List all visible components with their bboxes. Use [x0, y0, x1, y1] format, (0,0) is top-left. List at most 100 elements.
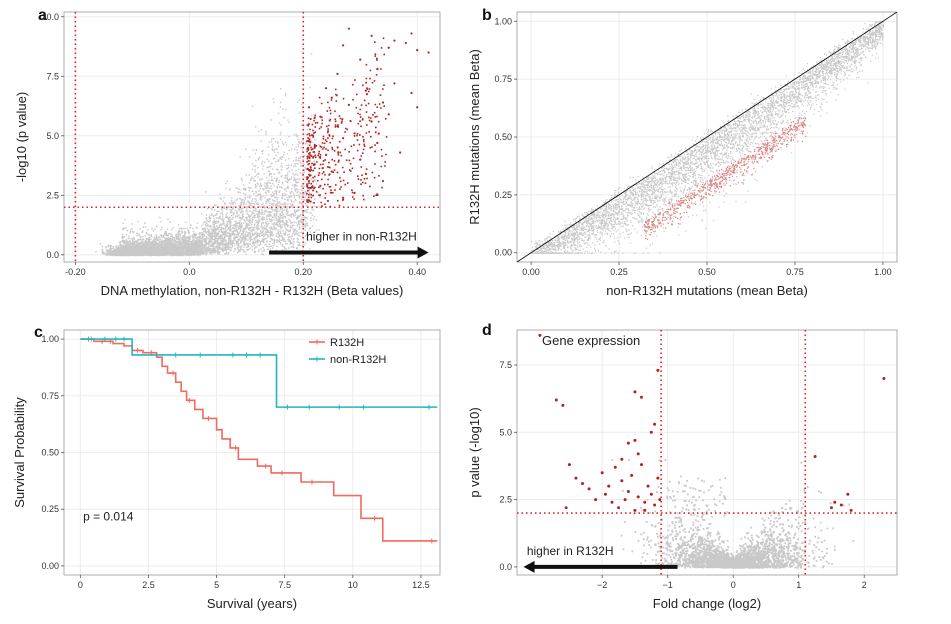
- panel-d-significant-point: [649, 430, 653, 434]
- panel-a-y-tick-label: 2.5: [46, 190, 59, 200]
- panel-c-censor-mark-non-r132h: [336, 404, 342, 410]
- panel-c-censor-mark-non-r132h: [244, 352, 250, 358]
- panel-a-significant-point: [319, 184, 322, 187]
- panel-d-annotation: higher in R132H: [527, 544, 614, 558]
- panel-b-identity-diagonal: [517, 12, 897, 262]
- panel-d-x-axis-title: Fold change (log2): [653, 596, 761, 611]
- panel-d-significant-point: [610, 500, 614, 504]
- panel-d-significant-point: [561, 403, 565, 407]
- panel-c-censor-mark-non-r132h: [197, 352, 203, 358]
- panel-d-significant-point: [653, 503, 657, 507]
- panel-b-y-tick-label: 0.25: [494, 190, 512, 200]
- panel-a-volcano-methylation: -0.20 0.0 0.20 0.40 0.0 2.5 5.0 7.5 10.0 DNA meth…: [14, 11, 441, 298]
- panel-c-legend-label-non-r132h: non-R132H: [330, 354, 386, 366]
- panel-letter-d: d: [482, 322, 492, 339]
- panel-d-significant-point: [623, 498, 627, 502]
- panel-d-significant-point: [633, 390, 637, 394]
- panel-d-significant-point: [607, 484, 611, 488]
- panel-d-title: Gene expression: [542, 333, 640, 348]
- panel-a-significant-point: [307, 179, 311, 183]
- panel-d-significant-point: [636, 452, 640, 456]
- panel-a-significant-point: [342, 137, 345, 140]
- panel-d-significant-point: [882, 376, 886, 380]
- panel-a-y-axis-title: -log10 (p value): [14, 92, 29, 182]
- panel-d-significant-point: [653, 422, 657, 426]
- panel-a-x-axis-title: DNA methylation, non-R132H - R132H (Beta…: [101, 283, 404, 298]
- panel-d-gene-expression-volcano: −2 −1 0 1 2 0.0 2.5 5.0 7.5 Fold change (log2) p v…: [467, 329, 898, 611]
- panel-d-significant-point: [656, 368, 660, 372]
- panel-a-significant-point: [336, 125, 339, 128]
- panel-d-significant-point: [587, 487, 591, 491]
- panel-d-significant-point: [538, 333, 542, 337]
- panel-c-censor-mark-r132h: [205, 415, 211, 421]
- panel-c-censor-mark-r132h: [263, 463, 269, 469]
- panel-d-significant-point: [846, 492, 850, 496]
- panel-d-significant-point: [649, 492, 653, 496]
- panel-letter-c: c: [34, 324, 43, 341]
- panel-c-x-tick-label: 2.5: [142, 580, 155, 590]
- panel-b-x-tick-label: 0.50: [698, 267, 716, 277]
- panel-d-significant-point: [626, 490, 630, 494]
- panel-c-censor-mark-non-r132h: [121, 336, 127, 342]
- clip-a-layer: [64, 12, 440, 262]
- panel-a-x-tick-label: 0.0: [183, 267, 196, 277]
- panel-c-y-tick-label: 0.50: [41, 448, 59, 458]
- panel-b-x-tick-label: 0.75: [786, 267, 804, 277]
- panel-c-censor-mark-non-r132h: [284, 404, 290, 410]
- panel-a-significant-point: [404, 41, 407, 45]
- panel-d-significant-point: [656, 476, 660, 480]
- panel-b-x-tick-label: 0.00: [522, 267, 540, 277]
- panel-c-x-tick-label: 7.5: [278, 580, 291, 590]
- panel-a-significant-point: [324, 87, 328, 90]
- panel-d-significant-point: [620, 479, 624, 483]
- panel-c-censor-mark-r132h: [233, 445, 239, 451]
- panel-c-y-tick-label: 0.00: [41, 561, 59, 571]
- panel-a-significant-point: [364, 89, 368, 92]
- panel-c-censor-mark-r132h: [372, 515, 378, 521]
- panel-b-x-tick-label: 0.25: [610, 267, 628, 277]
- panel-d-direction-arrow-head: [523, 560, 535, 573]
- clip-d-layer: [517, 330, 897, 575]
- panel-c-censor-mark-non-r132h: [257, 352, 263, 358]
- panel-c-censor-mark-non-r132h: [230, 352, 236, 358]
- panel-d-significant-point: [617, 506, 621, 510]
- panel-d-plot-border: [516, 329, 898, 576]
- panel-a-significant-point: [387, 113, 390, 116]
- panel-d-significant-point: [658, 498, 662, 502]
- panel-a-significant-points-cluster: [306, 37, 388, 208]
- panel-c-x-tick-label: 12.5: [412, 580, 430, 590]
- panel-d-x-tick-label: 0: [731, 580, 736, 590]
- panel-c-y-tick-label: 0.75: [41, 391, 59, 401]
- panel-c-curve-r132h: [80, 338, 438, 542]
- panel-d-significant-point: [643, 500, 647, 504]
- panel-d-significant-point: [603, 492, 607, 496]
- panel-c-censor-mark-r132h: [309, 479, 315, 485]
- panel-a-significant-point: [359, 58, 362, 61]
- panel-a-significant-point: [324, 153, 328, 156]
- panel-a-significant-point: [387, 46, 390, 49]
- panel-d-significant-point: [636, 495, 640, 499]
- panel-d-significant-point: [620, 457, 624, 461]
- panel-a-significant-point: [370, 34, 373, 37]
- panel-b-background-points: [531, 21, 884, 254]
- panel-c-censor-mark-non-r132h: [426, 404, 432, 410]
- panel-d-y-tick-label: 0.0: [499, 562, 512, 572]
- panel-a-significant-point: [347, 103, 350, 106]
- panel-d-significant-point: [630, 473, 634, 477]
- clip-b-layer: [517, 12, 897, 262]
- panel-a-x-tick-label: -0.20: [65, 267, 86, 277]
- panel-c-x-tick-label: 5: [214, 580, 219, 590]
- panel-c-survival-curve: 0 2.5 5 7.5 10 12.5 0.00 0.25 0.50 0.75 1.00 Surviv…: [12, 329, 441, 611]
- panel-d-significant-point: [829, 506, 833, 510]
- panel-a-significant-point: [376, 141, 379, 145]
- panel-a-significant-point: [393, 39, 396, 42]
- panel-c-y-axis-title: Survival Probability: [12, 397, 27, 508]
- panel-d-significant-point: [839, 503, 843, 507]
- panel-a-significant-point: [359, 158, 362, 161]
- panel-a-significant-point: [330, 170, 333, 173]
- panel-a-significant-point: [353, 191, 356, 195]
- panel-c-censor-mark-non-r132h: [102, 336, 108, 342]
- panel-a-significant-point: [307, 106, 311, 109]
- panel-c-legend-censor-r132h: [314, 339, 320, 345]
- panel-d-y-axis-title: p value (-log10): [467, 407, 482, 497]
